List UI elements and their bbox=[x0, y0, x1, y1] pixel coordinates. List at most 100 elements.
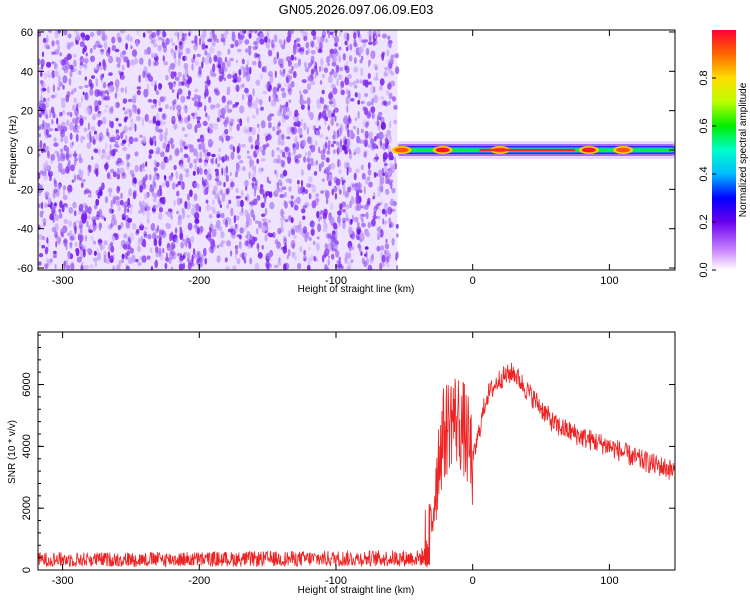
noise-speckle bbox=[262, 144, 267, 150]
noise-speckle bbox=[202, 184, 206, 189]
signal-ridge bbox=[479, 148, 576, 152]
noise-speckle bbox=[179, 146, 183, 153]
noise-speckle bbox=[174, 227, 178, 234]
noise-speckle bbox=[131, 223, 137, 230]
noise-speckle bbox=[373, 94, 379, 104]
noise-speckle bbox=[204, 49, 208, 56]
colorbar-tick-label: 0.4 bbox=[698, 166, 710, 181]
noise-speckle bbox=[92, 257, 98, 263]
noise-speckle bbox=[395, 252, 398, 261]
noise-speckle bbox=[345, 96, 350, 105]
noise-speckle bbox=[244, 196, 248, 201]
noise-speckle bbox=[180, 241, 185, 249]
noise-speckle bbox=[224, 219, 229, 228]
noise-speckle bbox=[281, 44, 286, 50]
noise-speckle bbox=[299, 134, 303, 138]
noise-speckle bbox=[151, 192, 155, 197]
noise-speckle bbox=[294, 155, 299, 163]
noise-speckle bbox=[282, 106, 288, 114]
noise-speckle bbox=[99, 91, 103, 97]
signal-peak bbox=[435, 147, 450, 153]
noise-speckle bbox=[41, 87, 47, 92]
noise-speckle bbox=[78, 242, 83, 247]
noise-speckle bbox=[249, 66, 252, 75]
noise-speckle bbox=[319, 41, 323, 51]
noise-speckle bbox=[41, 244, 45, 249]
noise-speckle bbox=[143, 88, 149, 98]
noise-speckle bbox=[158, 212, 163, 220]
noise-speckle bbox=[217, 50, 222, 57]
noise-speckle bbox=[265, 143, 270, 148]
noise-speckle bbox=[130, 118, 133, 123]
noise-speckle bbox=[260, 184, 264, 189]
noise-speckle bbox=[170, 214, 173, 220]
noise-speckle bbox=[348, 226, 353, 235]
noise-speckle bbox=[183, 153, 189, 159]
noise-speckle bbox=[310, 228, 315, 236]
noise-speckle bbox=[196, 251, 200, 259]
noise-speckle bbox=[367, 81, 372, 85]
noise-speckle bbox=[177, 219, 182, 226]
noise-speckle bbox=[134, 123, 137, 132]
noise-speckle bbox=[115, 117, 119, 122]
noise-speckle bbox=[273, 56, 277, 65]
noise-speckle bbox=[291, 228, 295, 236]
noise-speckle bbox=[84, 34, 90, 41]
noise-speckle bbox=[328, 173, 333, 182]
noise-speckle bbox=[246, 74, 251, 82]
noise-speckle bbox=[70, 233, 76, 241]
noise-speckle bbox=[170, 266, 174, 270]
noise-speckle bbox=[216, 244, 220, 249]
noise-speckle bbox=[351, 214, 355, 222]
noise-speckle bbox=[383, 72, 389, 77]
noise-speckle bbox=[247, 126, 251, 135]
noise-speckle bbox=[38, 253, 44, 258]
noise-speckle bbox=[151, 31, 157, 39]
noise-speckle bbox=[249, 235, 253, 241]
noise-speckle bbox=[230, 181, 235, 188]
noise-speckle bbox=[381, 254, 386, 263]
noise-speckle bbox=[340, 125, 344, 134]
noise-speckle bbox=[134, 105, 138, 115]
noise-speckle bbox=[97, 100, 102, 106]
noise-speckle bbox=[73, 210, 77, 217]
noise-speckle bbox=[202, 120, 208, 127]
noise-speckle bbox=[227, 100, 233, 105]
noise-speckle bbox=[200, 134, 204, 139]
noise-speckle bbox=[307, 257, 312, 265]
noise-speckle bbox=[353, 38, 357, 45]
noise-speckle bbox=[310, 50, 316, 55]
noise-speckle bbox=[396, 265, 399, 270]
noise-speckle bbox=[141, 163, 145, 169]
noise-speckle bbox=[241, 58, 245, 65]
noise-speckle bbox=[171, 143, 175, 149]
noise-speckle bbox=[358, 189, 363, 193]
noise-speckle bbox=[282, 246, 287, 254]
noise-speckle bbox=[289, 126, 295, 133]
noise-speckle bbox=[277, 261, 282, 266]
noise-speckle bbox=[187, 252, 191, 260]
noise-speckle bbox=[208, 96, 212, 104]
noise-speckle bbox=[178, 51, 184, 56]
noise-speckle bbox=[272, 86, 278, 95]
noise-speckle bbox=[393, 104, 398, 109]
noise-speckle bbox=[53, 177, 56, 185]
noise-speckle bbox=[41, 51, 45, 58]
noise-speckle bbox=[111, 235, 116, 242]
noise-speckle bbox=[69, 121, 74, 131]
noise-speckle bbox=[93, 148, 98, 153]
snr-y-tick-label: 0 bbox=[21, 567, 33, 573]
noise-speckle bbox=[302, 100, 308, 104]
noise-speckle bbox=[395, 251, 400, 260]
noise-speckle bbox=[230, 228, 236, 236]
noise-speckle bbox=[135, 39, 139, 47]
noise-speckle bbox=[299, 97, 304, 106]
noise-speckle bbox=[203, 188, 208, 196]
noise-speckle bbox=[367, 222, 372, 228]
noise-speckle bbox=[117, 56, 122, 65]
noise-speckle bbox=[73, 150, 77, 159]
noise-speckle bbox=[276, 182, 279, 189]
noise-speckle bbox=[84, 205, 89, 214]
noise-speckle bbox=[178, 263, 184, 270]
noise-speckle bbox=[323, 222, 328, 230]
